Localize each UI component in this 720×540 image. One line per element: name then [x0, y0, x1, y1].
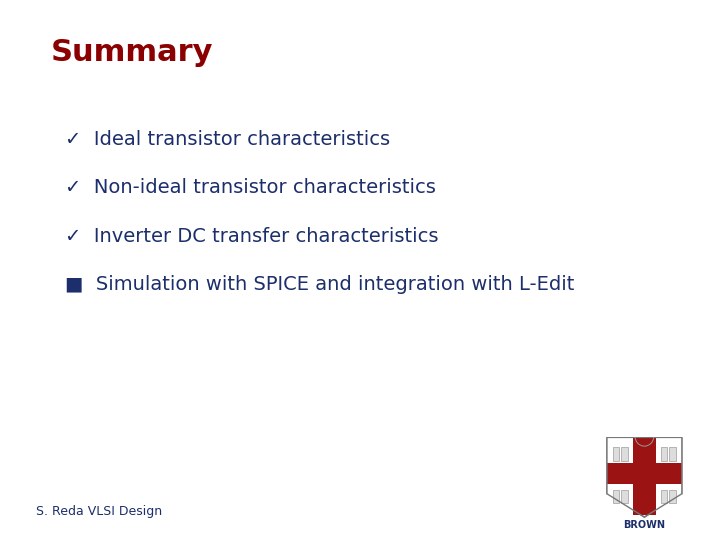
- FancyBboxPatch shape: [621, 490, 628, 503]
- Text: ✓  Inverter DC transfer characteristics: ✓ Inverter DC transfer characteristics: [65, 227, 438, 246]
- Polygon shape: [656, 484, 682, 517]
- Polygon shape: [607, 463, 682, 484]
- Text: S. Reda VLSI Design: S. Reda VLSI Design: [36, 505, 162, 518]
- FancyBboxPatch shape: [669, 447, 675, 461]
- Polygon shape: [607, 437, 633, 463]
- Text: ✓  Non-ideal transistor characteristics: ✓ Non-ideal transistor characteristics: [65, 178, 436, 197]
- FancyBboxPatch shape: [661, 490, 667, 503]
- FancyBboxPatch shape: [621, 447, 628, 461]
- Text: ■  Simulation with SPICE and integration with L-Edit: ■ Simulation with SPICE and integration …: [65, 275, 574, 294]
- FancyBboxPatch shape: [661, 447, 667, 461]
- Text: ✓  Ideal transistor characteristics: ✓ Ideal transistor characteristics: [65, 130, 390, 148]
- FancyBboxPatch shape: [613, 447, 619, 461]
- Polygon shape: [607, 437, 682, 517]
- Polygon shape: [656, 437, 682, 463]
- Polygon shape: [607, 484, 633, 517]
- Text: Summary: Summary: [50, 38, 213, 67]
- Polygon shape: [633, 437, 656, 515]
- FancyBboxPatch shape: [669, 490, 675, 503]
- Text: BROWN: BROWN: [624, 520, 665, 530]
- FancyBboxPatch shape: [613, 490, 619, 503]
